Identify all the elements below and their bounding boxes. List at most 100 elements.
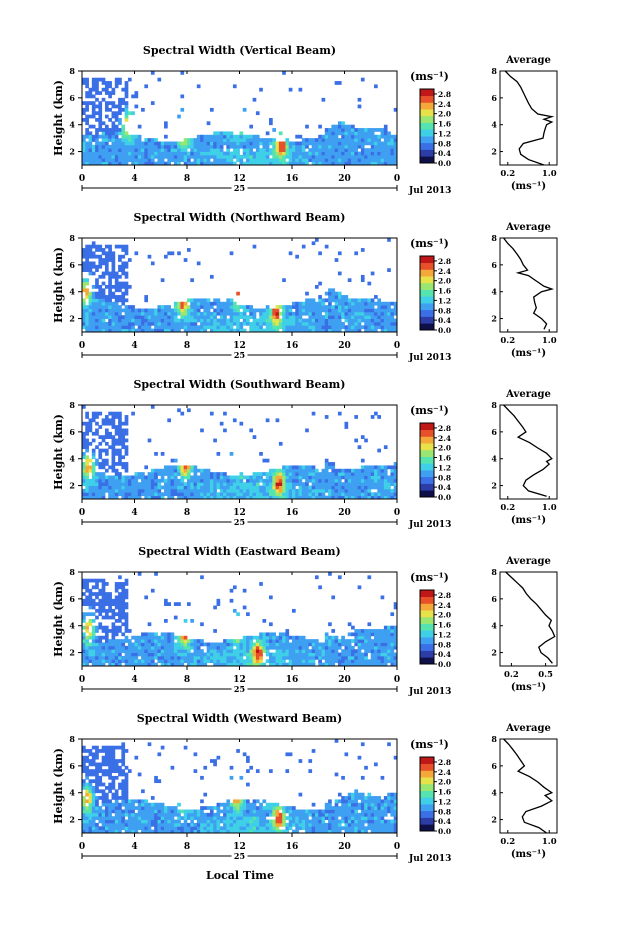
- profile-title: Average: [505, 222, 551, 233]
- average-profile: Average 2 4 6 8 0.2 1.0 (ms⁻¹): [491, 723, 558, 860]
- average-profile: Average 2 4 6 8 0.2 1.0 (ms⁻¹): [491, 222, 558, 359]
- x-tick-label: 0: [79, 341, 85, 351]
- colorbar: 0.00.40.81.21.62.02.42.8: [419, 589, 451, 669]
- colorbar-tick-label: 0.8: [438, 473, 451, 482]
- y-tick-label: 4: [69, 454, 75, 464]
- x-tick-label: 4: [131, 508, 137, 518]
- colorbar-tick-label: 0.0: [438, 493, 451, 502]
- x-tick-label: 0: [394, 174, 400, 184]
- y-tick-label: 8: [69, 66, 75, 76]
- x-tick-label: 16: [286, 174, 299, 184]
- panel-title: Spectral Width (Westward Beam): [137, 712, 342, 725]
- x-tick-label: 8: [184, 675, 190, 685]
- profile-y-tick-label: 8: [491, 400, 497, 410]
- x-tick-label: 8: [184, 341, 190, 351]
- x-tick-label: 0: [394, 675, 400, 685]
- y-axis-label: Height (km): [52, 414, 65, 490]
- profile-y-tick-label: 4: [491, 454, 497, 464]
- x-tick-label: 20: [338, 174, 351, 184]
- average-profile: Average 2 4 6 8 0.2 1.0 (ms⁻¹): [491, 389, 558, 526]
- x-tick-label: 0: [394, 341, 400, 351]
- colorbar-tick-label: 2.4: [438, 100, 451, 109]
- x-tick-label: 20: [338, 508, 351, 518]
- day-label: 25: [234, 183, 245, 193]
- panel-title: Spectral Width (Northward Beam): [134, 211, 346, 224]
- colorbar-tick-label: 1.2: [438, 630, 451, 639]
- profile-x-tick-label: 1.0: [542, 837, 557, 847]
- colorbar-tick-label: 2.0: [438, 611, 451, 620]
- colorbar-tick-label: 2.8: [438, 591, 451, 600]
- panel-3: Spectral Width (Southward Beam)0 4 8 12 16 20…: [52, 378, 558, 530]
- colorbar-tick-label: 0.4: [438, 316, 451, 325]
- colorbar: 0.00.40.81.21.62.02.42.8: [419, 88, 451, 168]
- profile-line: [504, 70, 555, 166]
- heatmap-cells: [82, 71, 398, 166]
- day-label: 25: [234, 684, 245, 694]
- profile-x-tick-label: 1.0: [542, 503, 557, 513]
- y-tick-label: 8: [69, 233, 75, 243]
- day-label: 25: [234, 851, 245, 861]
- colorbar-tick-label: 1.6: [438, 287, 451, 296]
- colorbar-tick-label: 1.6: [438, 454, 451, 463]
- y-axis-label: Height (km): [52, 247, 65, 323]
- colorbar-tick-label: 1.2: [438, 129, 451, 138]
- date-label: Jul 2013: [408, 186, 451, 196]
- x-tick-label: 0: [79, 174, 85, 184]
- colorbar-tick-label: 0.4: [438, 650, 451, 659]
- y-tick-label: 4: [69, 120, 75, 130]
- x-tick-label: 16: [286, 341, 299, 351]
- colorbar-tick-label: 2.4: [438, 768, 451, 777]
- x-tick-label: 8: [184, 508, 190, 518]
- y-tick-label: 4: [69, 287, 75, 297]
- profile-y-tick-label: 2: [491, 314, 497, 324]
- profile-y-tick-label: 2: [491, 147, 497, 157]
- colorbar-tick-label: 2.0: [438, 444, 451, 453]
- panel-title: Spectral Width (Vertical Beam): [143, 44, 336, 57]
- colorbar-tick-label: 0.8: [438, 807, 451, 816]
- day-label: 25: [234, 517, 245, 527]
- colorbar-tick-label: 2.0: [438, 778, 451, 787]
- x-tick-label: 16: [286, 842, 299, 852]
- profile-y-tick-label: 2: [491, 648, 497, 658]
- colorbar-tick-label: 0.8: [438, 640, 451, 649]
- profile-y-tick-label: 6: [491, 93, 497, 103]
- colorbar-tick-label: 0.4: [438, 149, 451, 158]
- panel-2: Spectral Width (Northward Beam)0 4 8 12 16 20…: [52, 211, 558, 363]
- colorbar-tick-label: 2.4: [438, 434, 451, 443]
- colorbar-tick-label: 2.8: [438, 257, 451, 266]
- profile-title: Average: [505, 389, 551, 400]
- average-profile: Average 2 4 6 8 0.2 0.5 (ms⁻¹): [491, 556, 558, 693]
- profile-x-tick-label: 0.2: [500, 503, 515, 513]
- x-tick-label: 20: [338, 341, 351, 351]
- colorbar-tick-label: 1.6: [438, 788, 451, 797]
- profile-y-tick-label: 6: [491, 761, 497, 771]
- panel-5: Spectral Width (Westward Beam)0 4 8 12 16 20 0…: [52, 712, 558, 864]
- profile-x-tick-label: 0.2: [500, 169, 515, 179]
- x-tick-label: 20: [338, 842, 351, 852]
- heatmap-cells: [82, 572, 398, 667]
- local-time-label: Local Time: [206, 869, 274, 882]
- colorbar-tick-label: 0.0: [438, 326, 451, 335]
- profile-line: [503, 404, 553, 497]
- colorbar-unit: (ms⁻¹): [410, 571, 449, 584]
- x-tick-label: 12: [233, 675, 246, 685]
- profile-x-label: (ms⁻¹): [511, 348, 546, 359]
- colorbar-unit: (ms⁻¹): [410, 404, 449, 417]
- x-tick-label: 4: [131, 174, 137, 184]
- profile-x-tick-label: 0.5: [538, 670, 553, 680]
- y-tick-label: 8: [69, 400, 75, 410]
- colorbar-tick-label: 1.2: [438, 463, 451, 472]
- colorbar-unit: (ms⁻¹): [410, 70, 449, 83]
- panel-title: Spectral Width (Eastward Beam): [138, 545, 340, 558]
- colorbar-unit: (ms⁻¹): [410, 738, 449, 751]
- y-tick-label: 6: [69, 93, 75, 103]
- date-label: Jul 2013: [408, 353, 451, 363]
- profile-x-tick-label: 1.0: [542, 336, 557, 346]
- y-tick-label: 8: [69, 567, 75, 577]
- colorbar-tick-label: 1.2: [438, 797, 451, 806]
- panel-title: Spectral Width (Southward Beam): [133, 378, 345, 391]
- colorbar-tick-label: 2.0: [438, 110, 451, 119]
- average-profile: Average 2 4 6 8 0.2 1.0 (ms⁻¹): [491, 55, 558, 192]
- profile-y-tick-label: 4: [491, 120, 497, 130]
